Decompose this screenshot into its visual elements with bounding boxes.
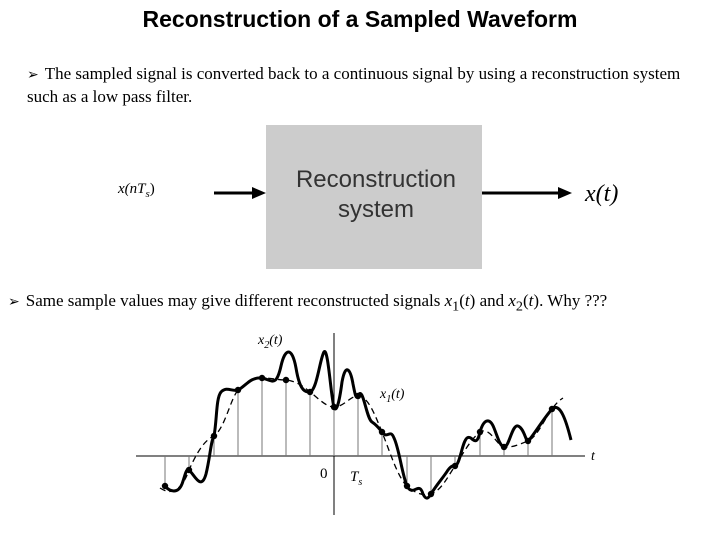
bullet-text-mid: and xyxy=(475,291,509,310)
block-label-line2: system xyxy=(338,196,414,223)
bullet-question: ➢ Same sample values may give different r… xyxy=(8,291,608,315)
x1-curve-label: x1(t) xyxy=(379,387,405,405)
arrow-bullet-icon: ➢ xyxy=(27,67,39,83)
output-signal-label: x(t) xyxy=(584,181,618,207)
sampling-period-label: Ts xyxy=(350,469,362,488)
arrow-bullet-icon: ➢ xyxy=(8,294,20,310)
bullet-text-suffix: . Why ??? xyxy=(539,291,608,310)
input-arrow-head-icon xyxy=(252,187,266,199)
origin-label: 0 xyxy=(320,466,328,482)
output-arrow-head-icon xyxy=(558,187,572,199)
bullet-reconstruction-description: ➢ The sampled signal is converted back to… xyxy=(27,63,697,108)
x2-reconstructed-curve xyxy=(163,350,573,500)
signal-x2-inline: x xyxy=(508,291,516,310)
bullet-text: The sampled signal is converted back to … xyxy=(27,64,681,106)
time-axis-label: t xyxy=(591,449,596,464)
block-label-line1: Reconstruction xyxy=(296,166,456,193)
reconstruction-system-block xyxy=(266,125,482,269)
input-signal-label: x(nTs) xyxy=(117,181,155,200)
sample-points xyxy=(161,374,556,498)
x2-curve-label: x2(t) xyxy=(257,333,283,351)
bullet-text-prefix: Same sample values may give different re… xyxy=(25,291,445,310)
page-title: Reconstruction of a Sampled Waveform xyxy=(142,6,578,32)
signal-x1-inline: x xyxy=(444,291,453,310)
sample-stems xyxy=(164,378,553,494)
